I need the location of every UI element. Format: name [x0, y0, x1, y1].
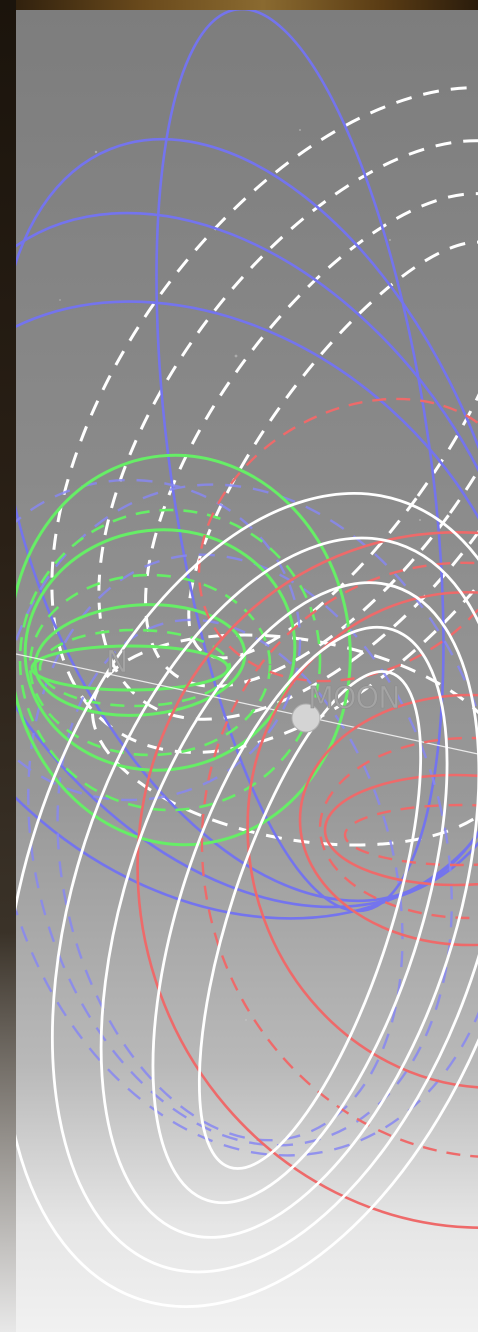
orbit-red-dashed-4 [197, 397, 478, 683]
orbits-blue-dashed [16, 478, 478, 1157]
star-field [59, 129, 421, 1021]
orbits-white-solid [16, 492, 478, 1308]
orbit-blue-dashed-2 [27, 553, 453, 1147]
orbit-green-2 [23, 528, 297, 772]
orbit-white-dashed-4 [187, 240, 478, 660]
orbit-red-4 [323, 773, 478, 887]
left-frame-strip [0, 0, 16, 1332]
orbit-green-dashed-2 [28, 573, 272, 757]
orbits-red [136, 530, 478, 1230]
orbits-blue-solid [16, 10, 478, 920]
orbit-green-1 [16, 453, 352, 847]
orbit-blue-dashed-3 [56, 618, 404, 1142]
orbit-red-2 [246, 590, 478, 1090]
moon-disc [291, 703, 321, 733]
orbit-blue-4 [16, 300, 478, 920]
orbit-white-1 [16, 492, 478, 1308]
orbit-white-dashed-2 [97, 139, 478, 721]
orbits-green-dashed [18, 508, 322, 812]
orbit-white-4 [151, 625, 449, 1205]
orbit-white-2 [51, 536, 478, 1274]
orbit-red-dashed-2 [318, 736, 478, 920]
orbit-blue-1 [155, 10, 445, 913]
orbit-blue-dashed-4 [16, 478, 302, 802]
orbit-green-dashed-1 [18, 508, 322, 812]
orbit-green-dashed-3 [38, 628, 232, 708]
orbits-red-dashed [197, 397, 478, 1159]
orbit-white-3 [99, 581, 478, 1239]
orbit-green-4 [30, 644, 230, 692]
moon-label: MOON [308, 681, 400, 716]
orbit-white-5 [197, 670, 423, 1170]
orbit-red-dashed-1 [200, 561, 478, 1159]
orbit-white-dashed-3 [144, 192, 478, 688]
orbit-red-1 [136, 530, 478, 1230]
earth-label: N [106, 645, 127, 680]
orbit-blue-3 [16, 211, 478, 909]
orbit-red-dashed-3 [343, 803, 478, 867]
earth-moon-line [16, 653, 478, 755]
top-frame-band [0, 0, 478, 10]
